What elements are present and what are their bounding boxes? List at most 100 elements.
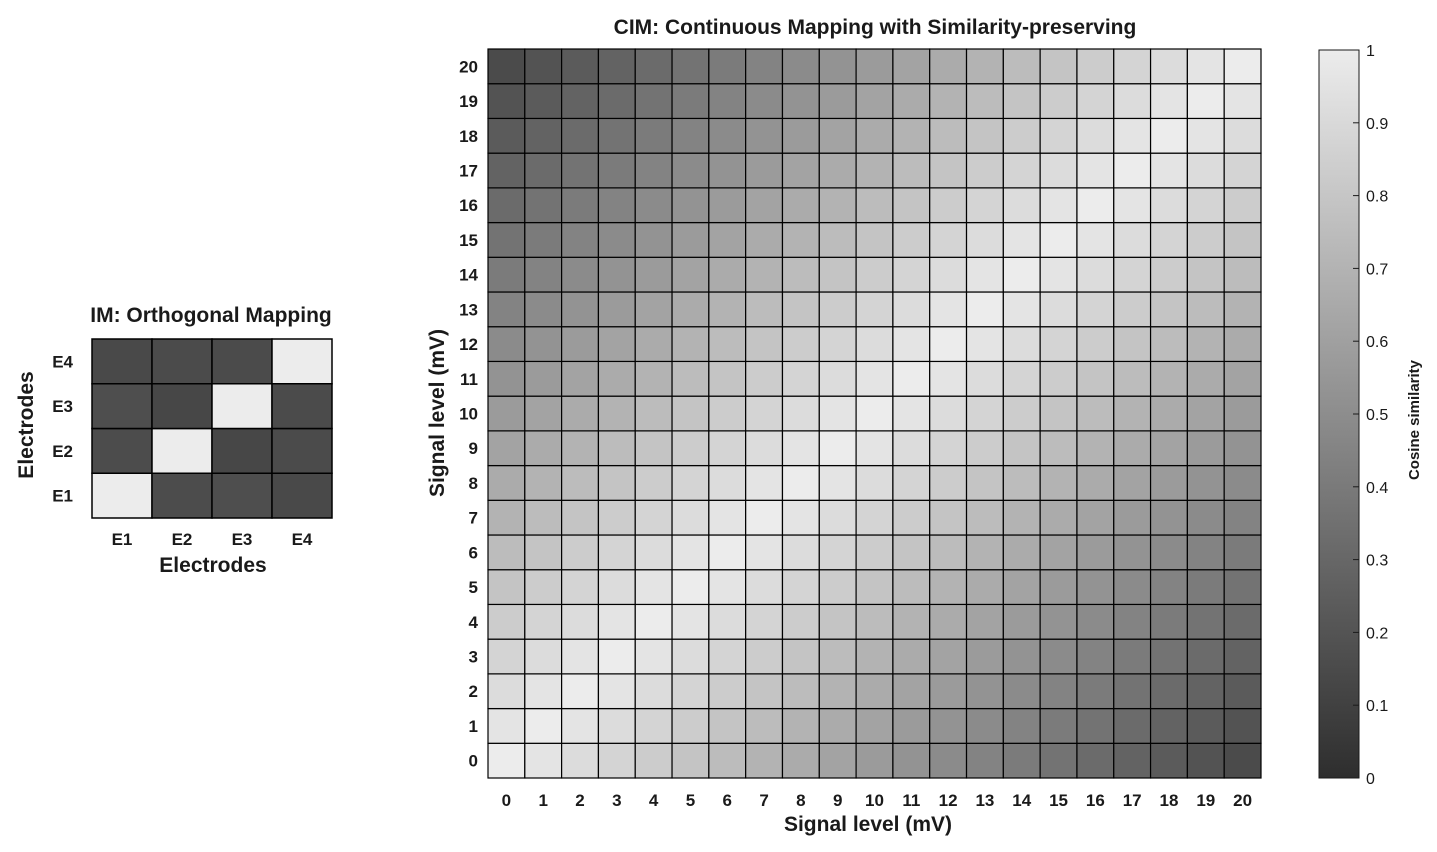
cim-cell-20-12 [929,48,968,85]
cim-cell-10-9 [818,395,857,432]
cim-cell-1-18 [1149,707,1188,744]
cim-cell-8-20 [1223,464,1262,501]
cim-cell-2-12 [929,673,968,710]
cim-cell-18-16 [1076,117,1115,154]
cim-cell-12-17 [1113,326,1152,363]
cim-cell-0-15 [1039,742,1078,779]
cim-cell-10-13 [965,395,1004,432]
cim-cell-12-15 [1039,326,1078,363]
cim-cell-20-8 [781,48,820,85]
cim-cell-20-3 [597,48,636,85]
cim-title: CIM: Continuous Mapping with Similarity-… [614,16,1137,39]
cim-cell-9-8 [781,430,820,467]
cim-cell-6-15 [1039,534,1078,571]
cim-cell-1-7 [745,707,784,744]
cim-y-tick-label: 14 [459,266,478,285]
colorbar-tick-label: 0.6 [1366,334,1388,351]
cim-cell-7-9 [818,499,857,536]
cim-cell-14-7 [745,256,784,293]
cim-cell-0-4 [634,742,673,779]
cim-cell-2-15 [1039,673,1078,710]
cim-cell-20-0 [487,48,526,85]
cim-cell-1-9 [818,707,857,744]
cim-cell-6-12 [929,534,968,571]
cim-cell-16-2 [561,187,600,224]
cim-cell-15-13 [965,221,1004,258]
cim-cell-8-3 [597,464,636,501]
cim-cell-18-3 [597,117,636,154]
cim-cell-19-0 [487,83,526,120]
cim-cell-15-20 [1223,221,1262,258]
colorbar-label: Cosine similarity [1406,359,1423,480]
im-cell-E2-E2 [151,427,213,474]
cim-cell-14-0 [487,256,526,293]
cim-cell-14-8 [781,256,820,293]
cim-cell-9-3 [597,430,636,467]
cim-cell-8-2 [561,464,600,501]
cim-cell-4-3 [597,603,636,640]
cim-cell-12-8 [781,326,820,363]
im-cell-E1-E2 [151,472,213,519]
cim-cell-16-7 [745,187,784,224]
cim-cell-8-9 [818,464,857,501]
cim-y-tick-label: 19 [459,92,478,111]
cim-cell-8-19 [1186,464,1225,501]
cim-y-tick-label: 12 [459,335,478,354]
cim-x-tick-label: 0 [502,791,511,810]
cim-cell-10-7 [745,395,784,432]
im-x-tick-labels: E1 E2 E3 E4 [112,530,313,549]
cim-cell-16-15 [1039,187,1078,224]
cim-cell-20-17 [1113,48,1152,85]
cim-cell-16-20 [1223,187,1262,224]
cim-cell-11-5 [671,360,710,397]
cim-cell-4-5 [671,603,710,640]
cim-cell-19-14 [1002,83,1041,120]
cim-cell-8-1 [524,464,563,501]
cim-cell-20-10 [855,48,894,85]
cim-cell-4-19 [1186,603,1225,640]
cim-cell-4-18 [1149,603,1188,640]
cim-cell-8-18 [1149,464,1188,501]
im-cell-E4-E1 [91,338,153,385]
cim-cell-19-2 [561,83,600,120]
cim-cell-8-5 [671,464,710,501]
cim-cell-0-5 [671,742,710,779]
cim-cell-2-14 [1002,673,1041,710]
cim-cell-17-1 [524,152,563,189]
cim-cell-17-10 [855,152,894,189]
cim-cell-11-8 [781,360,820,397]
cim-cell-7-2 [561,499,600,536]
cim-cell-5-12 [929,569,968,606]
cim-cell-18-13 [965,117,1004,154]
cim-cell-3-16 [1076,638,1115,675]
cim-y-tick-label: 2 [469,682,478,701]
cim-cell-14-15 [1039,256,1078,293]
cim-cell-9-4 [634,430,673,467]
cim-cell-7-12 [929,499,968,536]
cim-cell-5-9 [818,569,857,606]
cim-cell-13-9 [818,291,857,328]
cim-cell-2-13 [965,673,1004,710]
cim-cell-11-18 [1149,360,1188,397]
cim-cell-0-1 [524,742,563,779]
cim-cell-14-6 [708,256,747,293]
cim-cell-5-10 [855,569,894,606]
cim-cell-16-6 [708,187,747,224]
cim-cell-10-5 [671,395,710,432]
cim-cell-5-15 [1039,569,1078,606]
cim-cell-9-11 [892,430,931,467]
cim-cell-6-1 [524,534,563,571]
cim-cell-18-4 [634,117,673,154]
cim-cell-6-11 [892,534,931,571]
cim-cell-16-9 [818,187,857,224]
cim-y-tick-label: 6 [469,543,478,562]
cim-cell-0-3 [597,742,636,779]
cim-cell-13-10 [855,291,894,328]
cim-cell-0-8 [781,742,820,779]
cim-cell-4-9 [818,603,857,640]
cim-cell-9-17 [1113,430,1152,467]
cim-y-tick-label: 9 [469,439,478,458]
colorbar-tick-label: 0.3 [1366,553,1388,570]
colorbar-tick-label: 0.5 [1366,407,1388,424]
